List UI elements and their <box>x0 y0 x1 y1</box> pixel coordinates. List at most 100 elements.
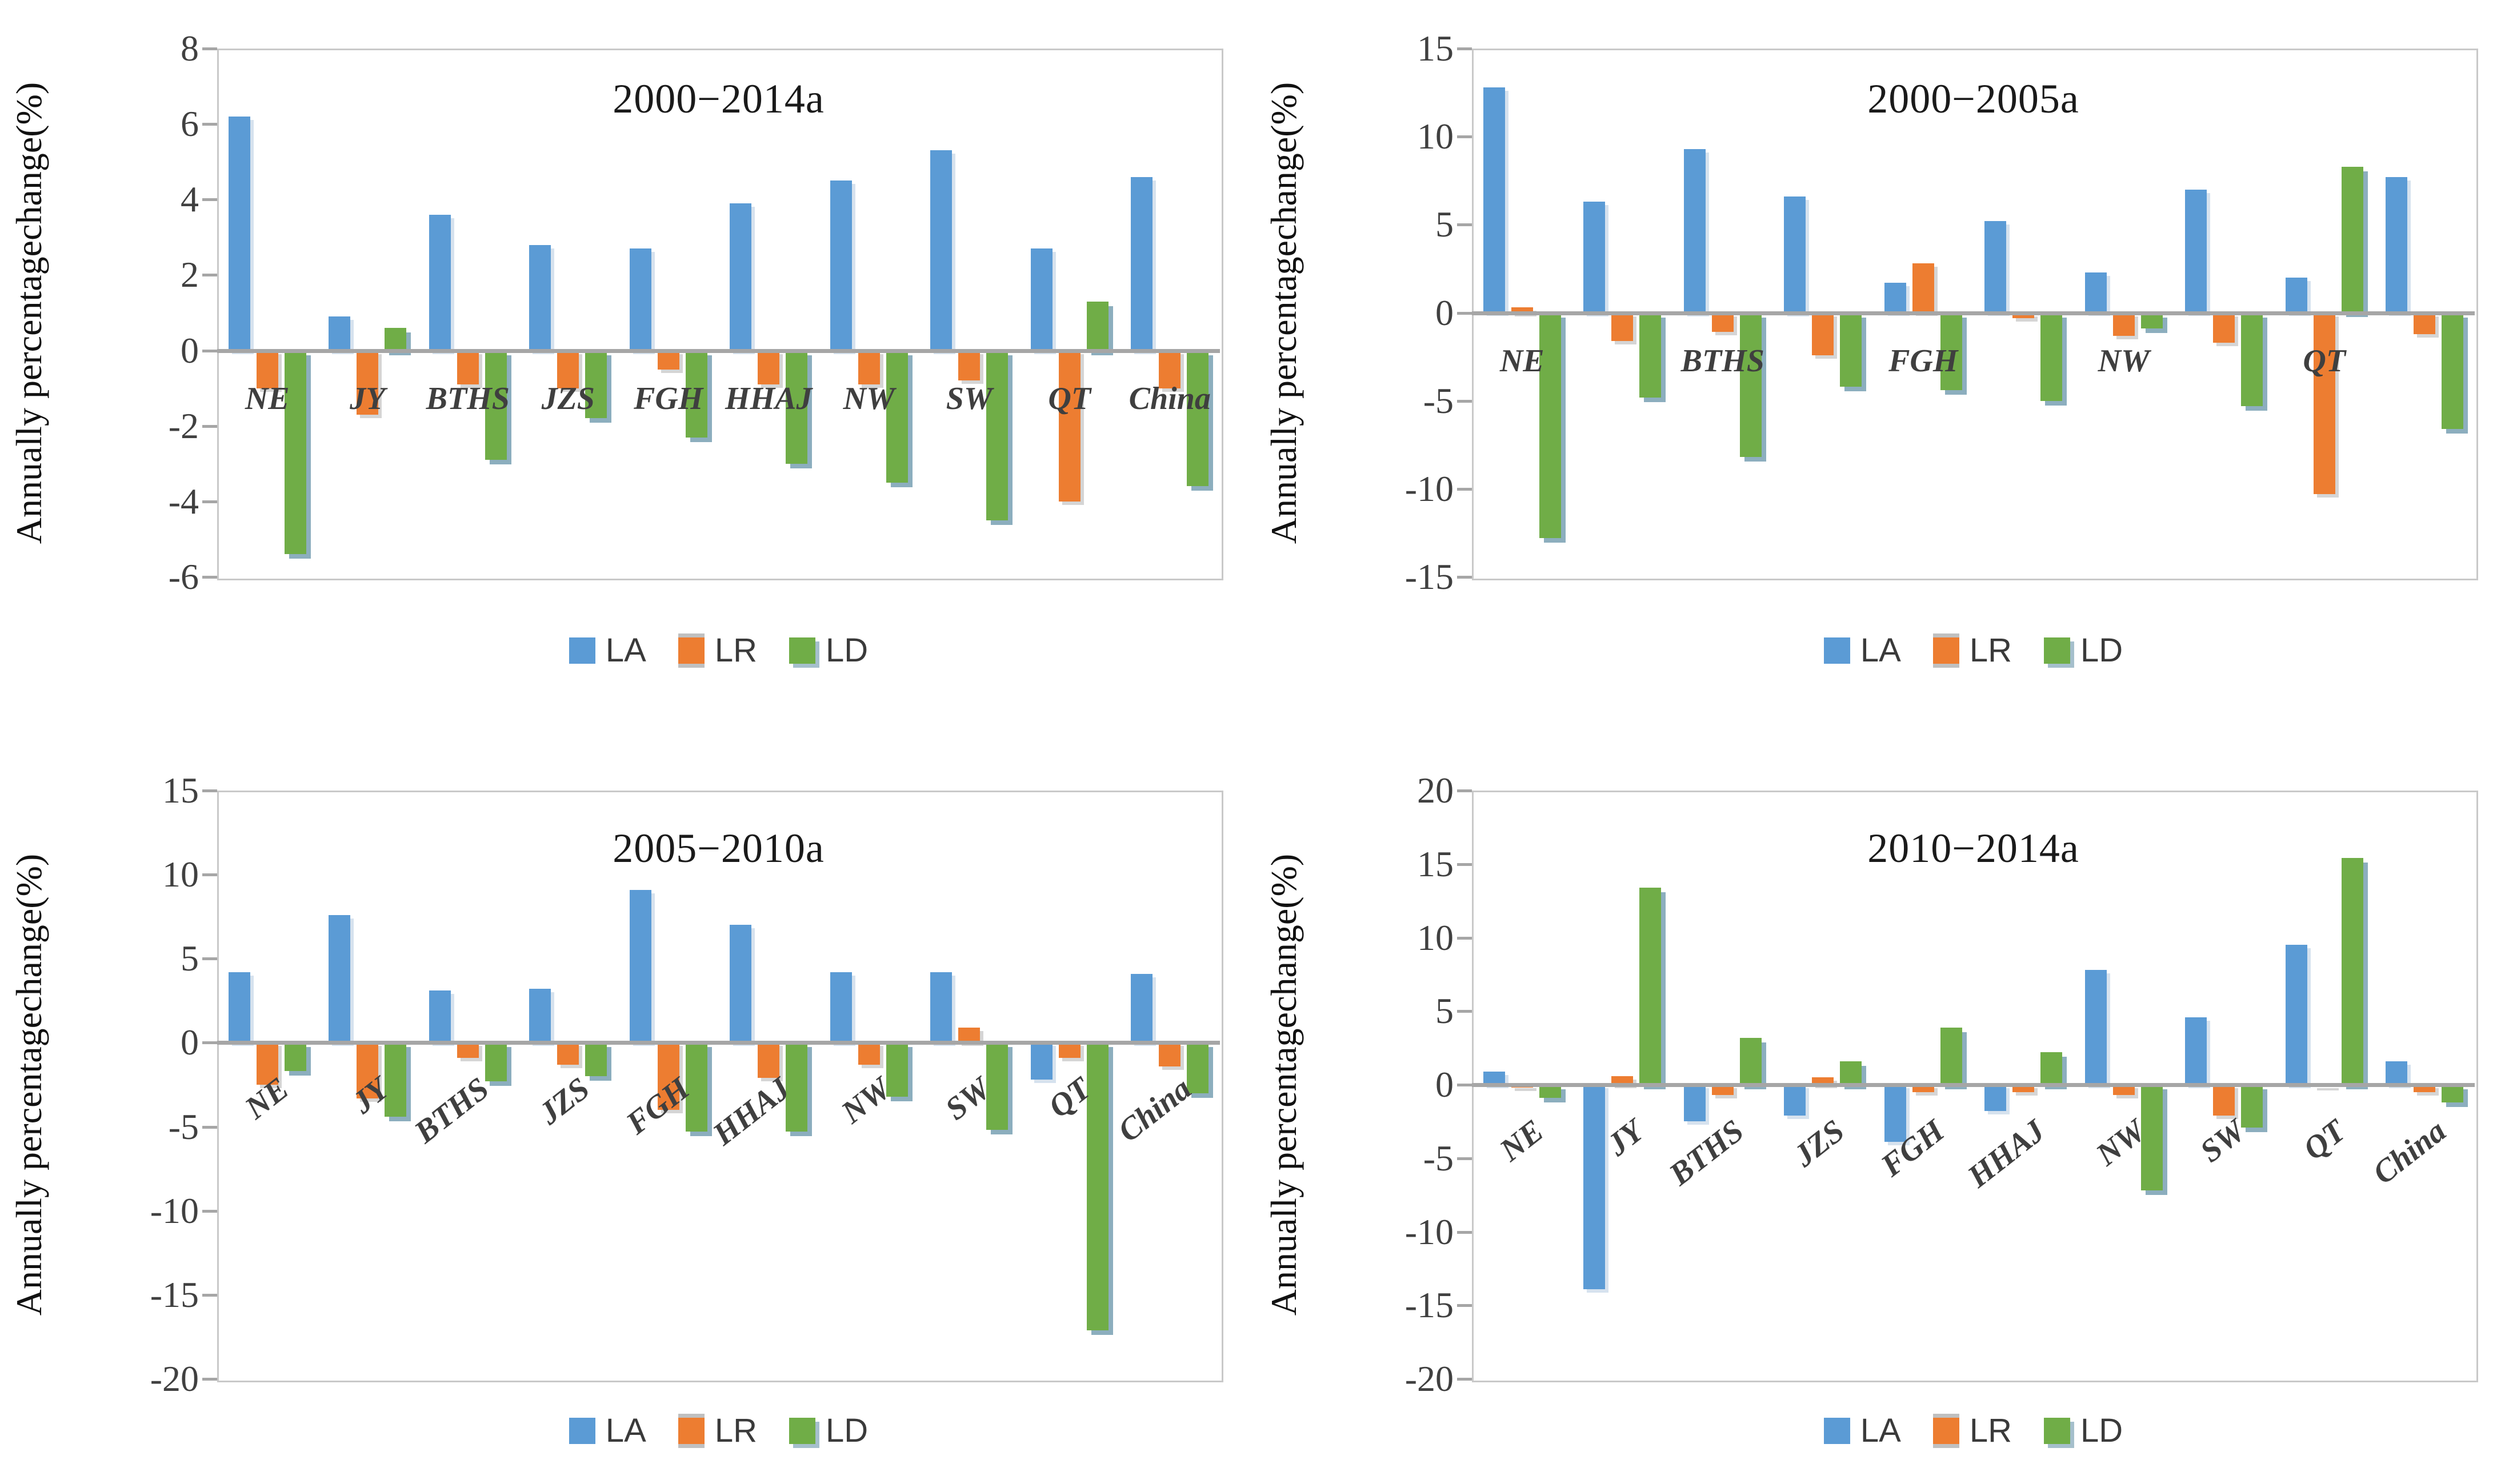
legend-swatch-lr-icon <box>678 637 705 664</box>
bar-ld-QT <box>1086 301 1109 351</box>
bar-lr-QT <box>1058 1042 1081 1058</box>
y-tick-label: 2 <box>181 254 199 295</box>
bar-la-QT <box>1030 248 1053 351</box>
y-tick-label: -2 <box>168 405 199 446</box>
y-tick-label: 0 <box>181 330 199 371</box>
legend-swatch-lr-icon <box>1932 637 1959 664</box>
bar-lr-JY <box>1611 312 1634 341</box>
legend-item-ld: LD <box>2043 631 2123 669</box>
legend-swatch-ld-icon <box>789 637 815 664</box>
bar-la-HHAJ <box>730 925 752 1043</box>
y-tick-mark <box>202 1378 217 1381</box>
bar-la-JZS <box>1784 196 1806 313</box>
y-tick-mark <box>1457 311 1472 315</box>
y-tick-mark <box>202 1125 217 1129</box>
y-tick-label: 10 <box>1417 917 1454 958</box>
zero-axis-line <box>217 348 1220 353</box>
y-tick-mark <box>1457 789 1472 792</box>
bar-lr-SW <box>958 1027 981 1043</box>
y-tick-mark <box>1457 1230 1472 1234</box>
bar-la-NW <box>2084 272 2107 313</box>
y-tick-mark <box>1457 47 1472 50</box>
bar-ld-NW <box>2140 1085 2163 1191</box>
legend-item-ld: LD <box>789 1411 868 1450</box>
bar-la-SW <box>2185 1017 2207 1085</box>
chart-panel-2000−2014a: Annually percentagechange(%) 8 6 4 2 0 -2 -4 -6 N… <box>0 0 1254 742</box>
bar-ld-HHAJ <box>786 350 808 464</box>
y-tick-label: -10 <box>150 1190 199 1231</box>
bar-lr-NW <box>2112 312 2135 336</box>
y-axis-title: Annually percentagechange(%) <box>1263 853 1304 1316</box>
legend-item-lr: LR <box>1932 631 2012 669</box>
y-tick-mark <box>202 576 217 579</box>
bar-la-FGH <box>1884 1085 1906 1142</box>
legend-label: LD <box>2080 632 2123 669</box>
y-tick-label: 5 <box>1435 990 1454 1032</box>
bar-lr-HHAJ <box>758 1042 780 1078</box>
bar-lr-JZS <box>557 1042 579 1065</box>
x-category-label-FGH: FGH <box>1888 343 1958 379</box>
legend-swatch-ld-icon <box>2043 1417 2070 1444</box>
x-category-label-HHAJ: HHAJ <box>725 380 813 416</box>
legend-item-lr: LR <box>678 1411 757 1450</box>
bar-lr-BTHS <box>457 1042 479 1058</box>
bar-la-NE <box>228 972 250 1043</box>
bar-ld-JZS <box>585 350 607 419</box>
y-tick-label: -15 <box>150 1274 199 1315</box>
x-category-label-SW: SW <box>946 380 993 416</box>
bar-lr-China <box>1159 1042 1181 1066</box>
bar-lr-SW <box>2213 312 2235 343</box>
bar-lr-JZS <box>1812 1077 1834 1085</box>
y-tick-mark <box>202 47 217 50</box>
y-tick-label: 8 <box>181 28 199 69</box>
legend: LA LR LD <box>1472 1411 2475 1450</box>
y-tick-mark <box>202 957 217 961</box>
y-tick-label: 20 <box>1417 770 1454 811</box>
y-tick-mark <box>202 274 217 277</box>
bar-lr-JY <box>357 1042 379 1098</box>
y-tick-label: -20 <box>150 1358 199 1399</box>
bar-ld-QT <box>2341 166 2363 313</box>
bar-la-JZS <box>529 989 551 1043</box>
legend-label: LR <box>714 632 757 669</box>
y-axis-title: Annually percentagechange(%) <box>9 82 49 544</box>
bar-ld-NW <box>886 1042 908 1097</box>
bar-lr-NE <box>1511 307 1533 313</box>
bar-lr-NW <box>858 1042 880 1065</box>
bar-la-BTHS <box>1683 149 1706 313</box>
bar-ld-JY <box>1639 312 1662 398</box>
legend-item-la: LA <box>1823 631 1901 669</box>
bar-ld-JZS <box>1840 1061 1862 1085</box>
y-tick-mark <box>1457 399 1472 403</box>
y-tick-mark <box>1457 576 1472 579</box>
bar-ld-QT <box>2341 858 2363 1085</box>
bar-ld-HHAJ <box>2040 1052 2063 1085</box>
bar-ld-JZS <box>585 1042 607 1077</box>
plot-area <box>217 49 1223 580</box>
bar-ld-China <box>2442 312 2464 429</box>
bar-lr-FGH <box>1912 263 1934 313</box>
y-tick-mark <box>1457 863 1472 866</box>
legend-label: LR <box>1969 632 2012 669</box>
bar-ld-SW <box>2241 312 2263 406</box>
bar-ld-SW <box>2241 1085 2263 1128</box>
y-tick-mark <box>1457 135 1472 139</box>
y-tick-label: -20 <box>1404 1358 1454 1399</box>
y-tick-label: -10 <box>1404 468 1454 509</box>
bar-la-QT <box>1030 1042 1053 1080</box>
x-category-label-China: China <box>1129 380 1211 416</box>
y-tick-label: 15 <box>1417 28 1454 69</box>
bar-la-China <box>2386 177 2408 313</box>
chart-panel-2010−2014a: Annually percentagechange(%) 20 15 10 5 0 -5 -1… <box>1255 742 2509 1484</box>
bar-la-NW <box>830 181 852 351</box>
y-tick-label: 4 <box>181 179 199 220</box>
y-tick-mark <box>202 1041 217 1045</box>
y-tick-label: 0 <box>181 1022 199 1063</box>
bar-ld-SW <box>986 1042 1009 1130</box>
x-category-label-BTHS: BTHS <box>1680 343 1764 379</box>
bar-lr-HHAJ <box>2012 312 2035 318</box>
y-tick-mark <box>1457 936 1472 940</box>
bar-ld-NE <box>284 350 306 555</box>
y-tick-label: -4 <box>168 480 199 522</box>
bar-ld-FGH <box>685 1042 707 1132</box>
